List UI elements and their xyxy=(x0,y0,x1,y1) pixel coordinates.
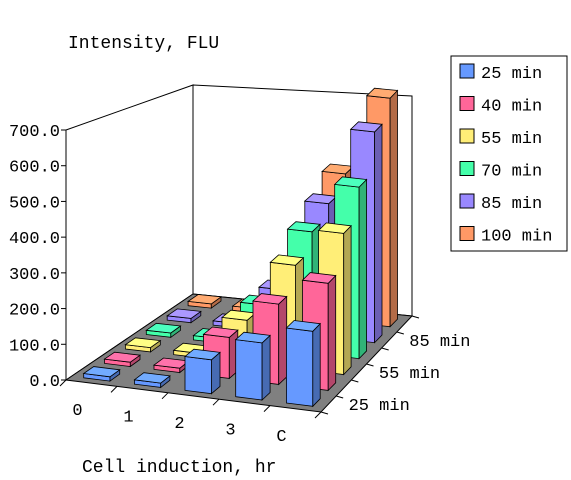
legend-label: 100 min xyxy=(481,228,552,247)
bar xyxy=(184,348,221,395)
bar-top-face xyxy=(202,326,239,338)
bar-front-face xyxy=(235,339,263,401)
bar-side-face xyxy=(312,322,321,408)
bar xyxy=(103,351,142,368)
x-axis-ticks: 0 1 2 3 C xyxy=(59,379,322,447)
bar-side-face xyxy=(327,274,337,392)
legend-label: 25 min xyxy=(481,65,542,84)
bar-top-face xyxy=(286,221,321,233)
depth-tick-label: 85 min xyxy=(409,333,470,352)
bar-top-face xyxy=(186,294,223,305)
bar-top-face xyxy=(365,87,399,99)
bar-top-face xyxy=(103,351,142,363)
bar-top-face xyxy=(184,348,221,361)
legend-swatch xyxy=(459,193,475,209)
y-tick-label: 300.0 xyxy=(9,266,60,285)
x-tick-mark xyxy=(263,405,271,412)
bar xyxy=(186,294,223,309)
bar-top-face xyxy=(252,293,288,305)
depth-tick-mark xyxy=(320,411,329,415)
bar-side-face xyxy=(374,123,383,344)
bar-top-face xyxy=(349,121,383,133)
bar xyxy=(124,337,162,353)
legend-swatch xyxy=(459,63,475,79)
bar xyxy=(285,320,322,408)
depth-tick-mark xyxy=(351,379,359,383)
x-tick-label: 0 xyxy=(72,402,82,421)
x-axis-label: Cell induction, hr xyxy=(82,458,276,478)
x-tick-label: C xyxy=(276,428,286,447)
chart-title: Intensity, FLU xyxy=(68,34,219,54)
legend-swatch xyxy=(459,128,475,144)
depth-tick-mark xyxy=(411,315,420,319)
legend-box xyxy=(450,55,568,252)
y-tick-label: 700.0 xyxy=(9,123,60,142)
bar xyxy=(82,366,121,382)
bar-side-face xyxy=(358,178,368,360)
y-tick-label: 400.0 xyxy=(9,230,60,249)
bar xyxy=(166,308,202,324)
x-tick-mark xyxy=(110,386,118,393)
x-tick-label: 3 xyxy=(225,421,235,440)
y-tick-label: 500.0 xyxy=(9,194,60,213)
bar-front-face xyxy=(184,356,212,395)
x-tick-label: 2 xyxy=(174,415,184,434)
bar-top-face xyxy=(269,254,305,266)
x-tick-mark xyxy=(212,398,220,406)
bar-top-face xyxy=(82,366,121,378)
legend-swatch xyxy=(459,96,475,111)
depth-axis-ticks: 25 min 55 min 85 min xyxy=(320,315,470,416)
bar xyxy=(133,372,171,389)
bar-side-face xyxy=(343,224,352,376)
depth-tick-mark xyxy=(396,331,404,335)
y-tick-label: 0.0 xyxy=(29,373,60,392)
depth-tick-mark xyxy=(366,363,374,367)
bar-top-face xyxy=(124,337,162,349)
y-axis-ticks: 0.0 100.0 200.0 300.0 400.0 500.0 600.0 700.0 xyxy=(9,123,66,392)
bar-front-face xyxy=(285,327,314,407)
legend-swatch xyxy=(459,161,475,176)
bar-top-face xyxy=(317,222,352,234)
legend-swatch xyxy=(459,226,475,241)
bar-top-face xyxy=(285,320,322,332)
bar-top-face xyxy=(234,331,271,344)
legend-label: 70 min xyxy=(481,163,542,182)
bar-top-face xyxy=(333,176,368,188)
bar xyxy=(234,331,271,401)
x-tick-mark xyxy=(161,392,169,400)
bar-top-face xyxy=(133,372,171,384)
bar-top-face xyxy=(301,272,337,284)
depth-tick-label: 25 min xyxy=(349,397,410,416)
bars xyxy=(82,87,399,408)
x-tick-label: 1 xyxy=(123,409,133,428)
legend-label: 55 min xyxy=(481,130,542,149)
bar-top-face xyxy=(145,322,182,334)
depth-tick-label: 55 min xyxy=(379,365,440,384)
y-tick-label: 100.0 xyxy=(9,337,60,356)
x-tick-mark xyxy=(59,379,67,387)
bar-top-face xyxy=(166,308,202,319)
legend: 25 min 40 min 55 min 70 min 85 min 100 min xyxy=(450,55,568,252)
bar-side-face xyxy=(278,295,288,386)
y-tick-label: 600.0 xyxy=(9,159,60,178)
legend-label: 85 min xyxy=(481,195,542,214)
bar xyxy=(145,322,182,339)
bar-side-face xyxy=(389,89,398,328)
y-tick-label: 200.0 xyxy=(9,302,60,321)
depth-tick-mark xyxy=(336,395,344,399)
legend-label: 40 min xyxy=(481,98,542,117)
depth-tick-mark xyxy=(381,347,389,351)
bar-side-face xyxy=(261,334,271,401)
x-tick-mark xyxy=(314,411,322,419)
